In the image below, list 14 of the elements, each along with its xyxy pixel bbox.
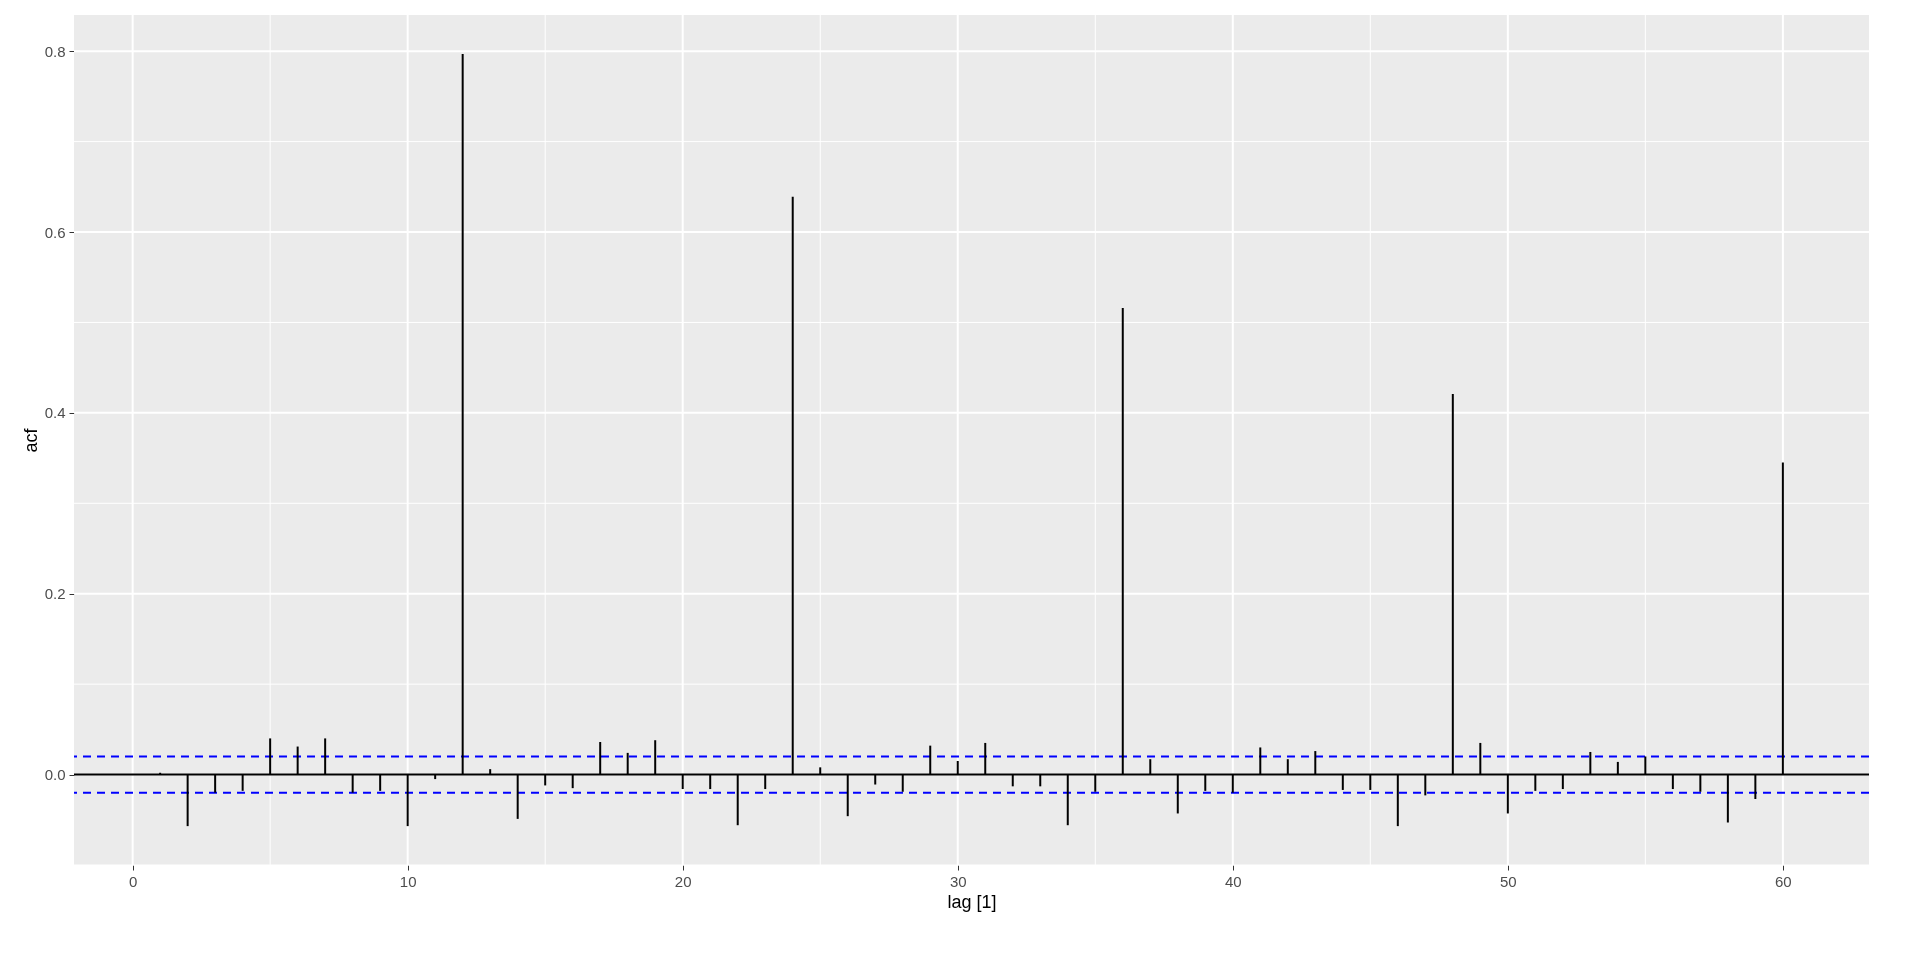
y-tick-label: 0.6 bbox=[44, 223, 66, 241]
y-tick-label: 0.0 bbox=[44, 766, 66, 784]
x-tick-label: 10 bbox=[399, 872, 417, 890]
y-axis-title: acf bbox=[20, 427, 41, 453]
y-tick-label: 0.4 bbox=[44, 404, 66, 422]
x-tick-label: 30 bbox=[949, 872, 967, 890]
y-tick-label: 0.2 bbox=[44, 585, 66, 603]
x-axis-title: lag [1] bbox=[947, 891, 997, 912]
x-tick-label: 40 bbox=[1224, 872, 1242, 890]
x-tick-label: 0 bbox=[128, 872, 138, 890]
y-tick-label: 0.8 bbox=[44, 42, 66, 60]
x-tick-label: 50 bbox=[1499, 872, 1517, 890]
x-tick-label: 60 bbox=[1775, 872, 1792, 890]
x-tick-label: 20 bbox=[674, 872, 692, 890]
